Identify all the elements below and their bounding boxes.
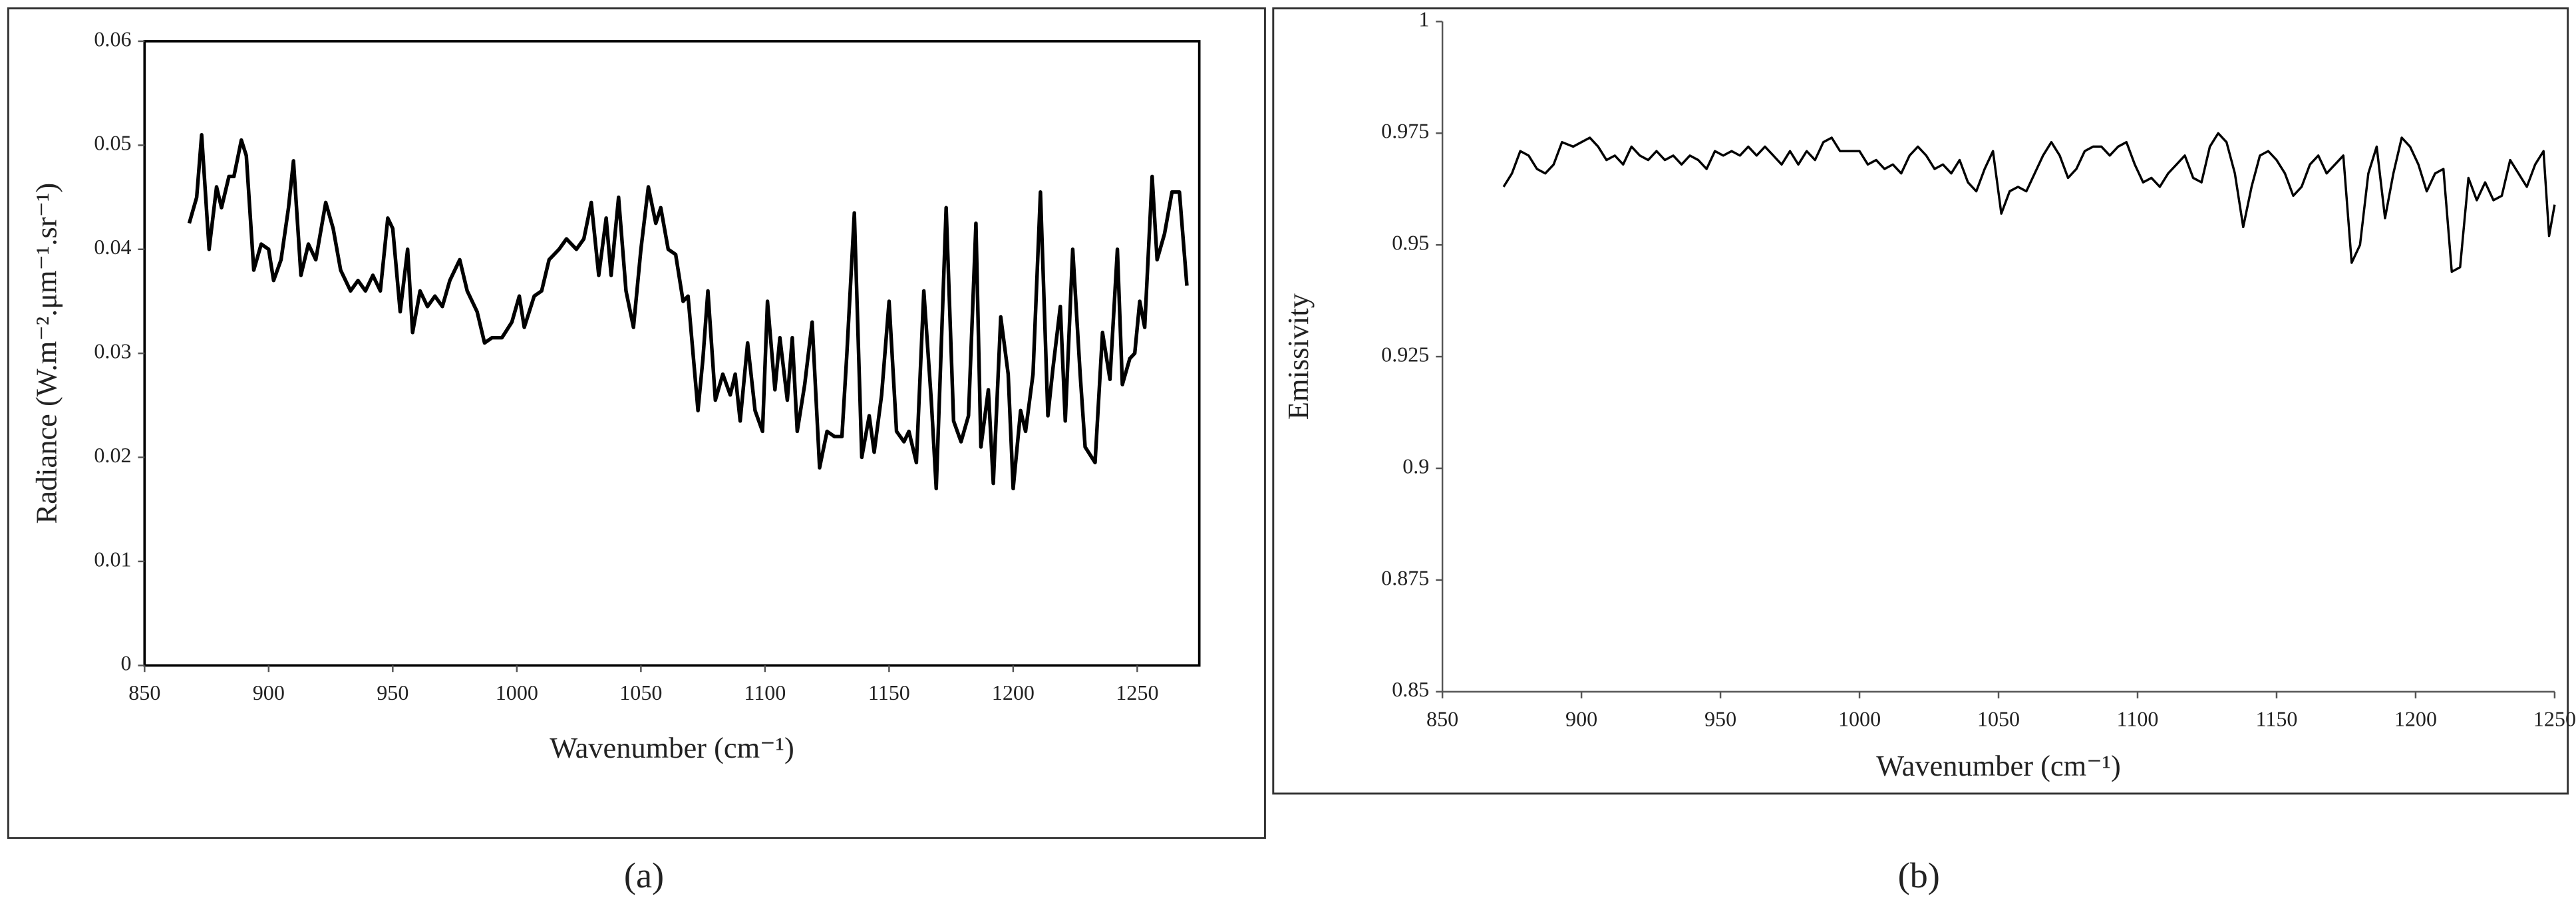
data-line xyxy=(1502,132,2556,273)
y-tick-label: 0.03 xyxy=(94,339,131,363)
x-tick-label: 1100 xyxy=(2116,707,2158,731)
y-tick-label: 0.05 xyxy=(94,131,131,155)
x-tick-label: 1100 xyxy=(744,681,786,704)
y-axis-label: Emissivity xyxy=(1281,293,1315,420)
x-tick-label: 1050 xyxy=(1977,707,2020,731)
y-tick-label: 0.06 xyxy=(94,27,131,51)
x-tick-label: 1150 xyxy=(2255,707,2297,731)
panel-label: (a) xyxy=(624,855,664,895)
x-tick-label: 1250 xyxy=(2533,707,2576,731)
x-tick-label: 1050 xyxy=(619,681,662,704)
x-tick-label: 950 xyxy=(1704,707,1736,731)
y-tick-label: 0.04 xyxy=(94,235,131,259)
x-axis-label: Wavenumber (cm⁻¹) xyxy=(550,731,794,764)
y-tick-label: 0 xyxy=(121,651,132,675)
data-line xyxy=(187,133,1189,491)
x-tick-label: 850 xyxy=(1426,707,1458,731)
x-tick-label: 1200 xyxy=(992,681,1035,704)
x-tick-label: 900 xyxy=(253,681,285,704)
panel-frame xyxy=(7,7,1266,839)
y-tick-label: 0.95 xyxy=(1392,231,1429,255)
x-tick-label: 850 xyxy=(128,681,160,704)
y-tick-label: 0.9 xyxy=(1402,454,1429,478)
y-axis-label: Radiance (W.m⁻².μm⁻¹.sr⁻¹) xyxy=(29,183,63,524)
x-tick-label: 900 xyxy=(1565,707,1597,731)
panel-frame xyxy=(1272,7,2569,795)
y-tick-label: 0.02 xyxy=(94,443,131,467)
x-tick-label: 1150 xyxy=(868,681,910,704)
plot-frame xyxy=(143,40,1201,667)
x-axis-label: Wavenumber (cm⁻¹) xyxy=(1876,749,2121,782)
panel-label: (b) xyxy=(1898,855,1940,895)
x-tick-label: 1000 xyxy=(496,681,538,704)
y-tick-label: 0.925 xyxy=(1381,342,1429,366)
y-tick-label: 1 xyxy=(1418,7,1429,31)
y-tick-label: 0.975 xyxy=(1381,119,1429,143)
y-tick-label: 0.01 xyxy=(94,547,131,571)
y-tick-label: 0.85 xyxy=(1392,677,1429,701)
x-tick-label: 1250 xyxy=(1116,681,1158,704)
x-tick-label: 950 xyxy=(377,681,408,704)
x-tick-label: 1000 xyxy=(1838,707,1881,731)
x-tick-label: 1200 xyxy=(2394,707,2437,731)
y-tick-label: 0.875 xyxy=(1381,565,1429,589)
